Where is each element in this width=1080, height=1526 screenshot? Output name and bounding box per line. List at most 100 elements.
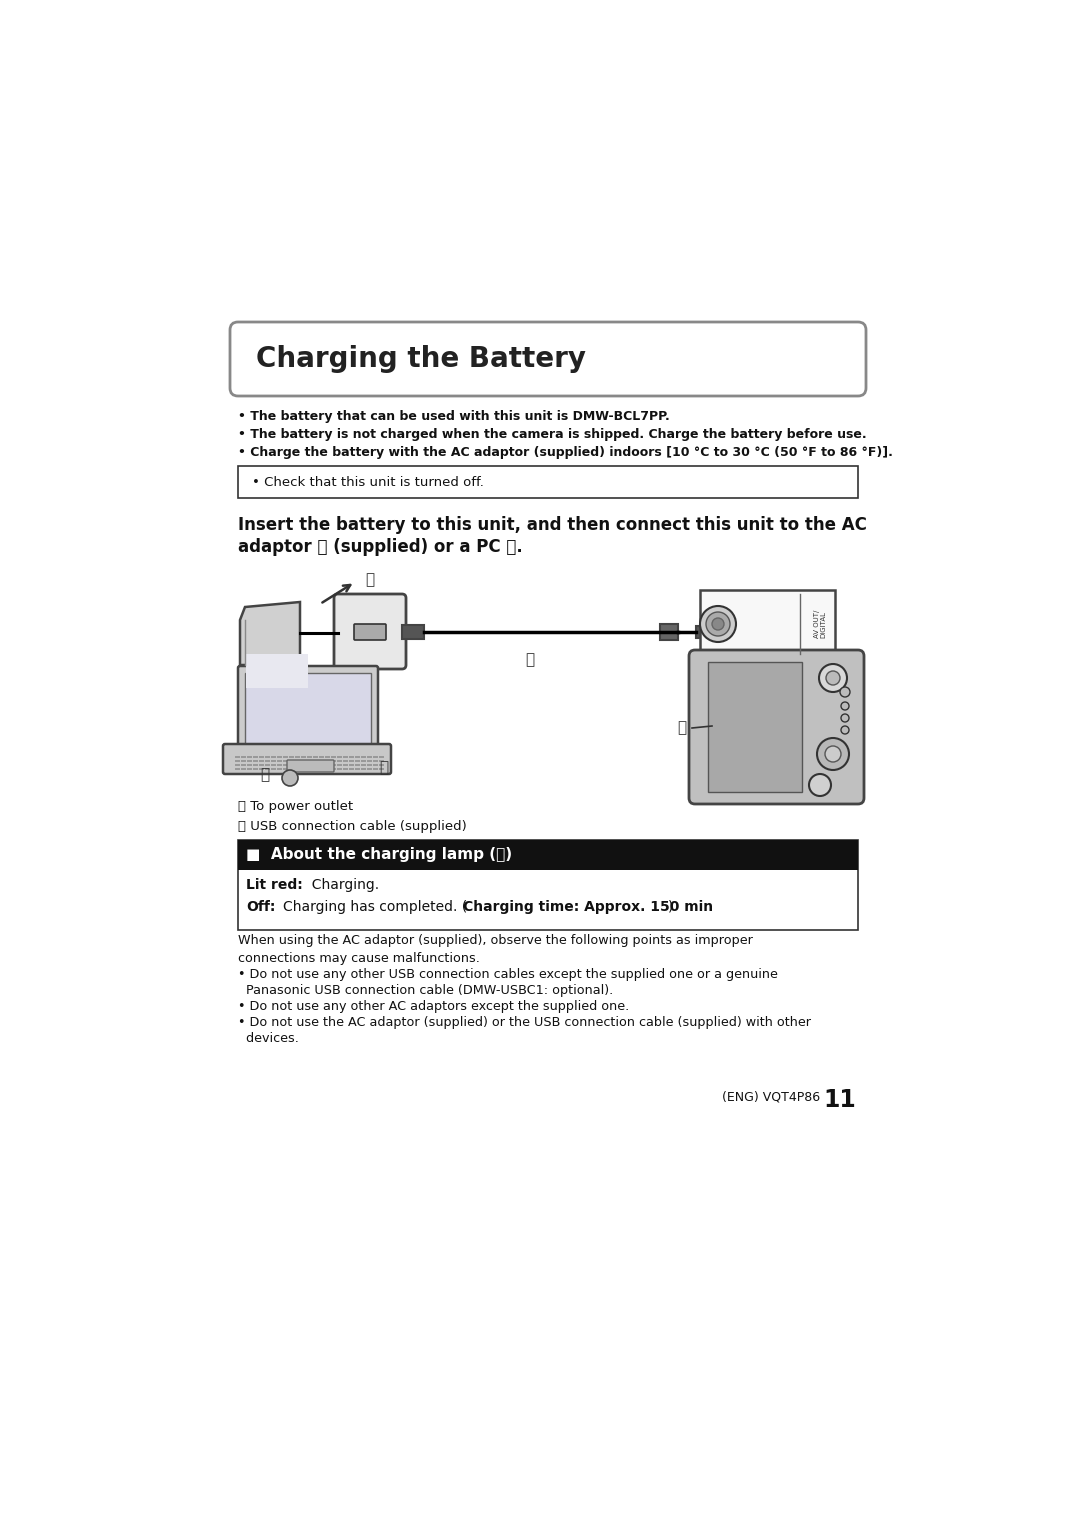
Bar: [271, 768, 276, 771]
Bar: [276, 760, 282, 761]
Text: Ⓔ: Ⓔ: [677, 720, 687, 736]
Bar: [700, 591, 835, 658]
Text: Panasonic USB connection cable (DMW-USBC1: optional).: Panasonic USB connection cable (DMW-USBC…: [238, 984, 613, 996]
Bar: [235, 755, 240, 758]
Text: Charging the Battery: Charging the Battery: [256, 345, 586, 372]
Bar: [343, 760, 348, 761]
Bar: [301, 763, 306, 766]
Bar: [301, 755, 306, 758]
FancyBboxPatch shape: [230, 322, 866, 397]
Bar: [247, 763, 252, 766]
Bar: [313, 768, 318, 771]
Bar: [307, 755, 312, 758]
Bar: [283, 755, 288, 758]
Bar: [361, 755, 366, 758]
Bar: [373, 768, 378, 771]
Bar: [265, 755, 270, 758]
Bar: [276, 768, 282, 771]
Text: Ⓐ: Ⓐ: [260, 768, 270, 783]
Bar: [708, 662, 802, 792]
Bar: [271, 763, 276, 766]
Bar: [325, 755, 330, 758]
Bar: [367, 760, 372, 761]
Bar: [283, 768, 288, 771]
Bar: [259, 760, 264, 761]
Text: • The battery that can be used with this unit is DMW-BCL7PP.: • The battery that can be used with this…: [238, 410, 670, 423]
Bar: [276, 763, 282, 766]
Bar: [253, 760, 258, 761]
Bar: [289, 755, 294, 758]
Bar: [355, 768, 360, 771]
Circle shape: [706, 612, 730, 636]
Bar: [259, 768, 264, 771]
Bar: [325, 760, 330, 761]
Bar: [325, 763, 330, 766]
Bar: [330, 755, 336, 758]
Bar: [379, 755, 384, 758]
Bar: [361, 760, 366, 761]
Text: (ENG) VQT4P86: (ENG) VQT4P86: [721, 1090, 820, 1103]
Bar: [241, 763, 246, 766]
Circle shape: [282, 771, 298, 786]
Text: Charging.: Charging.: [303, 877, 379, 893]
Bar: [349, 763, 354, 766]
Bar: [355, 755, 360, 758]
Bar: [330, 760, 336, 761]
Bar: [379, 760, 384, 761]
Circle shape: [712, 618, 724, 630]
Bar: [246, 655, 308, 688]
Bar: [361, 763, 366, 766]
Text: devices.: devices.: [238, 1032, 299, 1045]
Text: ): ): [669, 900, 673, 914]
FancyBboxPatch shape: [238, 665, 378, 754]
Bar: [253, 763, 258, 766]
Bar: [235, 760, 240, 761]
FancyBboxPatch shape: [222, 745, 391, 774]
Bar: [361, 768, 366, 771]
Circle shape: [809, 774, 831, 797]
Text: • Do not use any other USB connection cables except the supplied one or a genuin: • Do not use any other USB connection ca…: [238, 967, 778, 981]
Bar: [379, 763, 384, 766]
Text: Insert the battery to this unit, and then connect this unit to the AC: Insert the battery to this unit, and the…: [238, 516, 867, 534]
FancyBboxPatch shape: [696, 626, 710, 638]
Text: Lit red:: Lit red:: [246, 877, 302, 893]
Bar: [343, 755, 348, 758]
Text: adaptor Ⓐ (supplied) or a PC Ⓑ.: adaptor Ⓐ (supplied) or a PC Ⓑ.: [238, 539, 523, 555]
Bar: [337, 763, 342, 766]
Bar: [343, 768, 348, 771]
Bar: [660, 624, 678, 639]
Bar: [265, 768, 270, 771]
Text: Ⓓ: Ⓓ: [526, 653, 535, 667]
Bar: [241, 768, 246, 771]
Text: Charging has completed. (: Charging has completed. (: [283, 900, 468, 914]
Circle shape: [841, 702, 849, 710]
Circle shape: [841, 726, 849, 734]
Bar: [301, 760, 306, 761]
Text: Ⓓ USB connection cable (supplied): Ⓓ USB connection cable (supplied): [238, 819, 467, 833]
Bar: [283, 760, 288, 761]
Bar: [313, 755, 318, 758]
Circle shape: [825, 746, 841, 761]
Text: • Check that this unit is turned off.: • Check that this unit is turned off.: [252, 476, 484, 488]
Bar: [307, 768, 312, 771]
FancyBboxPatch shape: [354, 624, 386, 639]
Bar: [253, 768, 258, 771]
Bar: [289, 763, 294, 766]
Bar: [355, 760, 360, 761]
Bar: [319, 768, 324, 771]
Bar: [313, 763, 318, 766]
Text: connections may cause malfunctions.: connections may cause malfunctions.: [238, 952, 480, 964]
Bar: [295, 768, 300, 771]
Bar: [330, 763, 336, 766]
Bar: [238, 465, 858, 497]
Bar: [247, 768, 252, 771]
Bar: [238, 839, 858, 870]
Bar: [373, 755, 378, 758]
Bar: [349, 755, 354, 758]
Bar: [295, 760, 300, 761]
Bar: [349, 768, 354, 771]
Text: Ⓒ: Ⓒ: [365, 572, 375, 588]
Bar: [319, 760, 324, 761]
Bar: [343, 763, 348, 766]
Text: Ⓒ To power outlet: Ⓒ To power outlet: [238, 800, 353, 813]
